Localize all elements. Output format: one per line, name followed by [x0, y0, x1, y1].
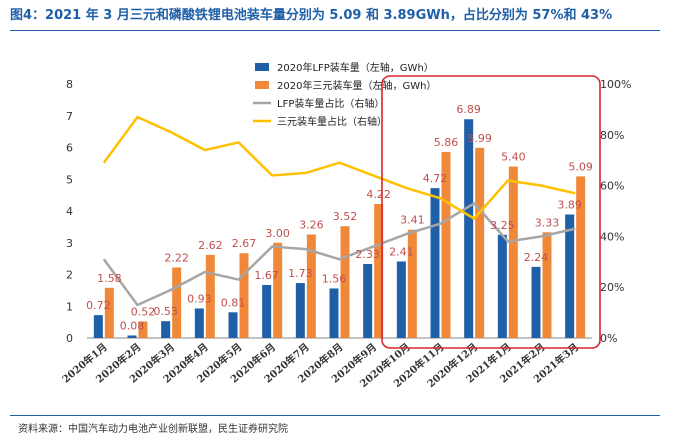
- data-label-ternary: 1.58: [97, 272, 122, 285]
- footer-divider: [10, 415, 660, 416]
- bar-ternary: [576, 176, 586, 338]
- bar-ternary: [475, 147, 485, 338]
- bar-lfp: [464, 119, 474, 339]
- legend-label: 2020年LFP装车量（左轴，GWh）: [277, 61, 434, 74]
- data-label-ternary: 3.26: [299, 218, 324, 231]
- left-tick-label: 4: [66, 205, 73, 218]
- bar-ternary: [172, 267, 182, 338]
- chart-title: 图4：2021 年 3 月三元和磷酸铁锂电池装车量分别为 5.09 和 3.89…: [10, 8, 613, 23]
- data-label-lfp: 0.08: [120, 319, 145, 332]
- bar-lfp: [228, 312, 238, 338]
- bar-ternary: [374, 204, 384, 338]
- bar-lfp: [396, 261, 406, 338]
- ternary-share-line: [102, 115, 576, 220]
- left-tick-label: 7: [66, 110, 73, 123]
- legend-label: 三元装车量占比（右轴）: [277, 115, 387, 128]
- legend-swatch: [255, 81, 269, 89]
- bar-ternary: [104, 287, 114, 338]
- bar-ternary: [508, 166, 518, 338]
- bar-lfp: [93, 315, 103, 338]
- data-label-ternary: 0.52: [131, 305, 156, 318]
- data-label-ternary: 2.22: [164, 252, 189, 265]
- left-tick-label: 0: [66, 332, 73, 345]
- bar-ternary: [441, 151, 451, 338]
- lfp-share-line: [102, 202, 576, 307]
- left-tick-label: 2: [66, 269, 73, 282]
- bar-ternary: [340, 226, 350, 338]
- data-label-lfp: 3.89: [557, 198, 582, 211]
- data-label-ternary: 3.41: [400, 214, 425, 227]
- data-label-ternary: 5.09: [568, 160, 593, 173]
- bar-ternary: [205, 254, 215, 338]
- data-label-ternary: 4.22: [366, 188, 391, 201]
- right-tick-label: 100%: [600, 78, 631, 91]
- left-tick-label: 6: [66, 142, 73, 155]
- data-label-lfp: 3.25: [490, 219, 515, 232]
- bar-ternary: [273, 242, 283, 338]
- left-tick-label: 5: [66, 173, 73, 186]
- right-tick-label: 80%: [600, 129, 624, 142]
- right-tick-label: 60%: [600, 180, 624, 193]
- bar-ternary: [138, 321, 148, 338]
- bar-ternary: [239, 253, 249, 338]
- data-label-ternary: 3.00: [265, 227, 290, 240]
- left-tick-label: 1: [66, 300, 73, 313]
- right-tick-label: 20%: [600, 281, 624, 294]
- data-label-lfp: 6.89: [456, 103, 481, 116]
- data-label-lfp: 0.93: [187, 292, 212, 305]
- data-label-ternary: 3.52: [333, 210, 358, 223]
- data-label-ternary: 5.99: [467, 132, 492, 145]
- title-divider: [10, 30, 660, 31]
- legend-label: LFP装车量占比（右轴）: [277, 97, 384, 110]
- bar-lfp: [531, 266, 541, 338]
- source-note: 资料来源：中国汽车动力电池产业创新联盟，民生证券研究院: [18, 424, 288, 435]
- right-tick-label: 0%: [600, 332, 617, 345]
- bar-lfp: [127, 335, 137, 338]
- data-label-lfp: 1.67: [254, 269, 279, 282]
- bar-ternary: [542, 232, 552, 338]
- bar-lfp: [430, 188, 440, 338]
- bar-ternary: [306, 234, 316, 338]
- data-label-lfp: 0.53: [153, 305, 178, 318]
- bar-lfp: [161, 321, 171, 338]
- left-tick-label: 3: [66, 237, 73, 250]
- data-label-lfp: 1.73: [288, 267, 313, 280]
- bar-lfp: [295, 283, 305, 338]
- bar-lfp: [497, 234, 507, 338]
- bar-ternary: [407, 229, 417, 338]
- data-label-lfp: 4.72: [423, 172, 448, 185]
- left-tick-label: 8: [66, 78, 73, 91]
- data-label-lfp: 0.81: [221, 296, 246, 309]
- data-label-lfp: 0.72: [86, 299, 111, 312]
- bar-lfp: [329, 288, 339, 338]
- data-label-lfp: 1.56: [322, 272, 347, 285]
- data-label-ternary: 5.86: [434, 136, 459, 149]
- bar-lfp: [363, 264, 373, 338]
- highlight-box: [381, 75, 601, 349]
- data-label-lfp: 2.24: [524, 251, 549, 264]
- data-label-ternary: 2.62: [198, 239, 223, 252]
- data-label-ternary: 2.67: [232, 237, 257, 250]
- right-tick-label: 40%: [600, 230, 624, 243]
- legend-label: 2020年三元装车量（左轴，GWh）: [277, 79, 436, 92]
- data-label-lfp: 2.41: [389, 245, 414, 258]
- data-label-lfp: 2.33: [355, 248, 380, 261]
- data-label-ternary: 5.40: [501, 151, 526, 164]
- bar-lfp: [262, 284, 272, 338]
- bar-lfp: [194, 308, 204, 338]
- legend-swatch: [255, 63, 269, 71]
- data-label-ternary: 3.33: [535, 216, 560, 229]
- bar-lfp: [565, 214, 575, 338]
